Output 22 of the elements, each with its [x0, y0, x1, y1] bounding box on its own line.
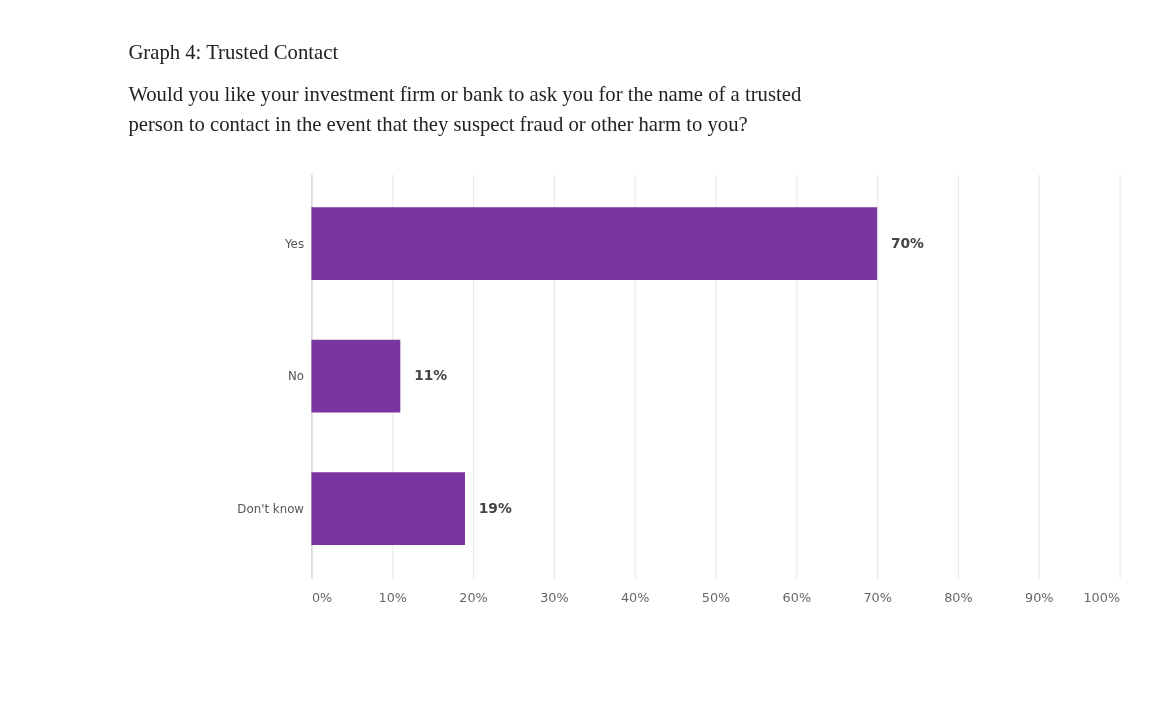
data-label: 19%	[478, 499, 512, 516]
y-tick-label: No	[287, 369, 305, 384]
x-tick-label: 50%	[701, 590, 731, 606]
x-tick-label: 30%	[540, 590, 569, 606]
chart-title: Graph 4: Trusted Contact	[128, 40, 339, 64]
x-tick-label: 70%	[863, 590, 892, 606]
bar	[311, 207, 878, 281]
data-label: 11%	[414, 367, 448, 384]
data-label: 70%	[890, 234, 925, 251]
x-tick-label: 20%	[459, 590, 488, 606]
x-tick-label: 0%	[311, 590, 333, 606]
bar	[311, 339, 401, 413]
x-tick-label: 90%	[1025, 590, 1054, 606]
y-tick-label: Don't know	[237, 501, 305, 516]
x-tick-label: 100%	[1083, 590, 1121, 606]
x-tick-label: 60%	[782, 590, 812, 606]
bar	[311, 472, 465, 546]
y-tick-label: Yes	[283, 236, 305, 251]
x-tick-label: 80%	[944, 590, 973, 606]
chart-subtitle: Would you like your investment firm or bank to ask you for the name of a trusted person to contact in the event that they suspect fraud or other harm to you?	[128, 83, 802, 136]
x-tick-label: 10%	[378, 590, 407, 606]
x-tick-label: 40%	[620, 590, 650, 606]
